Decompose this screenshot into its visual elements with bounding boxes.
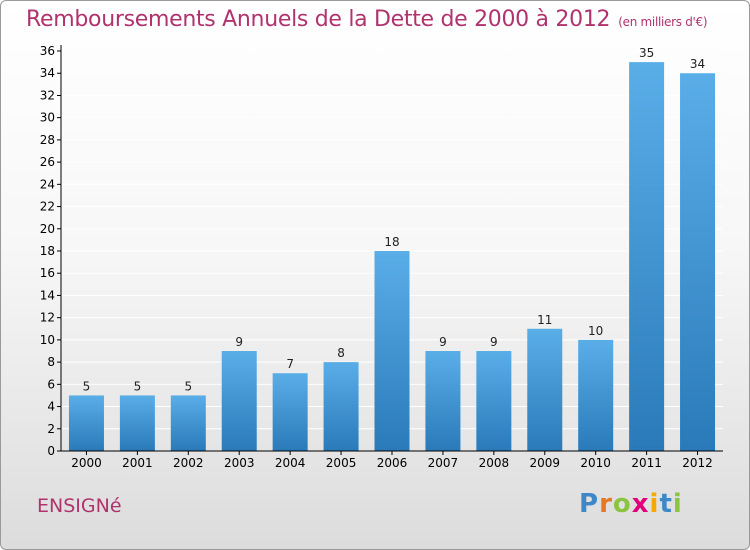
bar (119, 395, 155, 451)
y-tick-label: 22 (40, 200, 55, 214)
bar (476, 351, 512, 451)
y-tick-label: 30 (40, 111, 55, 125)
y-tick-label: 28 (40, 133, 55, 147)
x-tick-label: 2011 (631, 456, 662, 470)
y-tick-label: 24 (40, 177, 55, 191)
y-tick-label: 18 (40, 244, 55, 258)
bar (578, 339, 614, 451)
bar (323, 362, 359, 451)
x-tick-label: 2010 (580, 456, 611, 470)
x-tick-label: 2004 (275, 456, 306, 470)
data-label: 9 (490, 335, 498, 349)
y-tick-label: 16 (40, 266, 55, 280)
x-tick-label: 2012 (682, 456, 713, 470)
bar (629, 62, 665, 451)
data-label: 11 (537, 313, 552, 327)
data-label: 5 (134, 379, 142, 393)
data-label: 7 (286, 357, 294, 371)
bar (680, 73, 716, 451)
x-tick-label: 2005 (326, 456, 357, 470)
bar (68, 395, 104, 451)
data-label: 8 (337, 346, 345, 360)
y-tick-label: 20 (40, 222, 55, 236)
data-label: 35 (639, 46, 654, 60)
y-tick-label: 0 (47, 444, 55, 458)
y-tick-label: 14 (40, 288, 55, 302)
bar (527, 328, 563, 451)
proxiti-logo: Proxiti (579, 489, 683, 519)
y-tick-label: 4 (47, 400, 55, 414)
chart-unit-label: (en milliers d'€) (618, 15, 708, 29)
x-tick-label: 2000 (71, 456, 102, 470)
x-tick-label: 2003 (224, 456, 255, 470)
data-label: 5 (184, 379, 192, 393)
y-tick-label: 6 (47, 377, 55, 391)
y-tick-label: 36 (40, 44, 55, 58)
x-tick-label: 2001 (122, 456, 153, 470)
bars (68, 62, 716, 451)
y-tick-label: 26 (40, 155, 55, 169)
chart-title-text: Remboursements Annuels de la Dette de 20… (26, 7, 611, 32)
bar (272, 373, 308, 451)
data-label: 9 (235, 335, 243, 349)
x-tick-label: 2008 (479, 456, 510, 470)
data-label: 34 (690, 57, 705, 71)
y-tick-label: 2 (47, 422, 55, 436)
bar (221, 351, 257, 451)
bar (170, 395, 206, 451)
x-tick-label: 2006 (377, 456, 408, 470)
data-label: 5 (83, 379, 91, 393)
y-tick-label: 32 (40, 88, 55, 102)
data-label: 18 (384, 235, 399, 249)
x-tick-label: 2007 (428, 456, 459, 470)
x-tick-label: 2009 (529, 456, 560, 470)
y-tick-label: 8 (47, 355, 55, 369)
y-tick-label: 12 (40, 311, 55, 325)
data-labels: 5 5 5 9 7 8 18 9 9 11 10 35 34 (83, 46, 706, 393)
x-tick-label: 2002 (173, 456, 204, 470)
data-label: 10 (588, 324, 603, 338)
y-tick-label: 10 (40, 333, 55, 347)
data-label: 9 (439, 335, 447, 349)
commune-name: ENSIGNé (37, 495, 122, 517)
bar (374, 251, 410, 451)
chart-title: Remboursements Annuels de la Dette de 20… (26, 7, 708, 32)
bar (425, 351, 461, 451)
y-tick-label: 34 (40, 66, 55, 80)
